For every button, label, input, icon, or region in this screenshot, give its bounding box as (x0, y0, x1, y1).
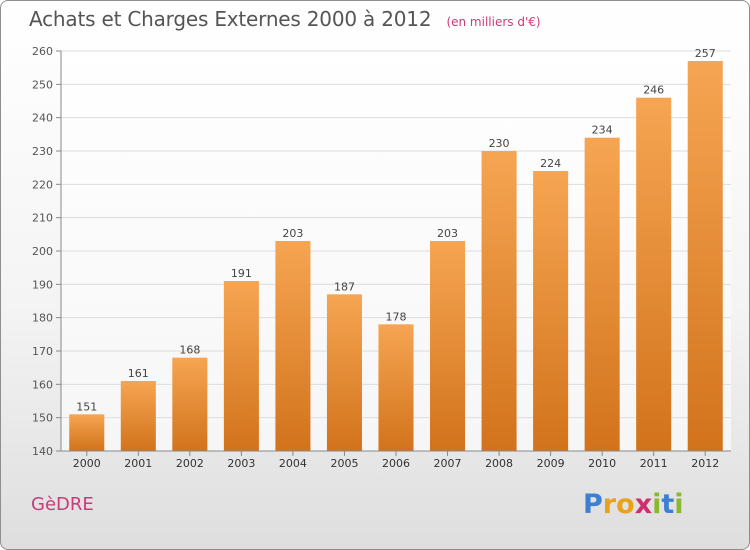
x-tick-label: 2001 (124, 457, 152, 470)
x-tick-label: 2012 (691, 457, 719, 470)
x-tick-label: 2004 (279, 457, 307, 470)
x-tick-label: 2003 (227, 457, 255, 470)
bar (223, 281, 259, 451)
bar (481, 151, 517, 451)
x-tick-label: 2006 (382, 457, 410, 470)
bar (378, 324, 414, 451)
logo-letter: i (674, 489, 684, 520)
bar (687, 61, 723, 451)
data-label: 161 (128, 367, 149, 380)
x-tick-label: 2007 (434, 457, 462, 470)
y-tick-label: 160 (32, 378, 53, 391)
logo-letter: P (583, 489, 603, 520)
data-label: 151 (76, 400, 97, 413)
commune-name: GèDRE (31, 494, 94, 515)
data-label: 178 (386, 310, 407, 323)
data-label: 257 (695, 47, 716, 60)
chart-subtitle: (en milliers d'€) (446, 15, 541, 29)
y-tick-label: 180 (32, 312, 53, 325)
y-tick-label: 250 (32, 78, 53, 91)
logo-letter: r (602, 489, 617, 520)
logo-letter: x (634, 489, 653, 520)
data-label: 246 (643, 84, 664, 97)
bar (326, 294, 362, 451)
y-tick-label: 220 (32, 178, 53, 191)
y-tick-label: 200 (32, 245, 53, 258)
y-tick-label: 170 (32, 345, 53, 358)
x-tick-label: 2011 (640, 457, 668, 470)
bar (69, 414, 105, 451)
bar (172, 357, 208, 451)
bars: 151 161 168 191 203 187 178 203 230 224 234 246 257 (69, 47, 723, 452)
y-tick-label: 260 (32, 45, 53, 58)
chart-title: Achats et Charges Externes 2000 à 2012 (29, 7, 432, 31)
data-label: 187 (334, 280, 355, 293)
bar (533, 171, 569, 451)
data-label: 224 (540, 157, 561, 170)
x-tick-label: 2008 (485, 457, 513, 470)
y-tick-label: 190 (32, 278, 53, 291)
bar (120, 381, 156, 451)
x-tick-label: 2010 (588, 457, 616, 470)
x-tick-label: 2005 (330, 457, 358, 470)
x-tick-label: 2009 (537, 457, 565, 470)
data-label: 203 (282, 227, 303, 240)
y-tick-label: 140 (32, 445, 53, 458)
bar (636, 97, 672, 452)
title-row: Achats et Charges Externes 2000 à 2012 (… (29, 7, 541, 31)
logo-letter: i (652, 489, 662, 520)
data-label: 234 (592, 124, 613, 137)
x-tick-label: 2000 (73, 457, 101, 470)
y-tick-label: 150 (32, 412, 53, 425)
data-label: 191 (231, 267, 252, 280)
proxiti-logo: Proxiti (583, 489, 684, 520)
logo-letter: o (616, 489, 635, 520)
bar (430, 241, 466, 451)
bar (275, 241, 311, 451)
bar (584, 137, 620, 451)
data-label: 203 (437, 227, 458, 240)
y-tick-label: 240 (32, 112, 53, 125)
data-label: 230 (489, 137, 510, 150)
data-label: 168 (179, 344, 200, 357)
x-tick-label: 2002 (176, 457, 204, 470)
axes: 140 150 160 170 180 190 200 210 220 230 240 250 260 2… (32, 45, 731, 470)
logo-letter: t (661, 489, 675, 520)
y-tick-label: 210 (32, 212, 53, 225)
y-tick-label: 230 (32, 145, 53, 158)
